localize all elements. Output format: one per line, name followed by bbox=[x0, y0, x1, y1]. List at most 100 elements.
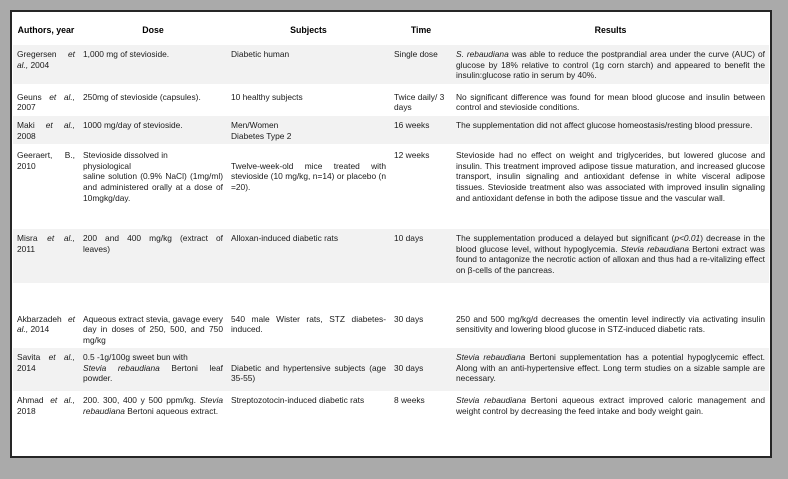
cell-time: Single dose bbox=[394, 49, 438, 59]
cell-subjects: 10 healthy subjects bbox=[227, 92, 390, 113]
cell-time: 10 days bbox=[394, 233, 424, 244]
text-run: Men/Women bbox=[231, 119, 279, 130]
cell-dose: 1,000 mg of stevioside. bbox=[79, 49, 227, 81]
cell-results: Stevia rebaudiana Bertoni supplementatio… bbox=[452, 352, 769, 384]
italic-text: S. rebaudiana bbox=[456, 49, 509, 59]
cell-dose: 0.5 -1g/100g sweet bun with Stevia rebaud… bbox=[79, 352, 227, 384]
text-run: Akbarzadeh bbox=[17, 313, 68, 324]
text-run: 2018 bbox=[17, 405, 36, 416]
text-run: Bertoni extract was found to antagonize … bbox=[456, 243, 765, 275]
cell-dose: 250mg of stevioside (capsules). bbox=[79, 92, 227, 113]
text-run: Aqueous extract stevia, gavage every day… bbox=[83, 313, 223, 345]
text-run: saline solution (0.9% NaCl) (1mg/ml) and… bbox=[83, 171, 223, 203]
table-row: Savita et al., 2014 0.5 -1g/100g sweet bu… bbox=[13, 348, 769, 392]
italic-text: et al., bbox=[50, 395, 75, 406]
cell-subjects: Men/Women Diabetes Type 2 bbox=[227, 120, 390, 141]
cell-subjects: Twelve-week-old mice treated with stevio… bbox=[227, 150, 390, 203]
text-run: 200. 300, 400 y 500 ppm/kg. bbox=[83, 395, 200, 406]
table-frame: Authors, year Dose Subjects Time Results… bbox=[10, 10, 772, 458]
text-run: Geeraert, B., 2010 bbox=[17, 150, 75, 171]
cell-subjects: Alloxan-induced diabetic rats bbox=[227, 233, 390, 275]
cell-authors-year: Maki et al., 2008 bbox=[13, 120, 79, 141]
text-run: 0.5 -1g/100g sweet bun with bbox=[83, 352, 188, 363]
table-row: Ahmad et al., 2018 200. 300, 400 y 500 pp… bbox=[13, 391, 769, 419]
column-header-authors-year: Authors, year bbox=[17, 25, 75, 35]
text-run: Misra bbox=[17, 233, 48, 244]
cell-results: No significant difference was found for … bbox=[452, 92, 769, 113]
cell-results: S. rebaudiana was able to reduce the pos… bbox=[452, 49, 769, 81]
italic-text: et al., bbox=[45, 119, 75, 130]
cell-subjects: Streptozotocin-induced diabetic rats bbox=[227, 395, 390, 416]
cell-results: Stevia rebaudiana Bertoni aqueous extrac… bbox=[452, 395, 769, 416]
cell-results: The supplementation produced a delayed b… bbox=[452, 233, 769, 275]
text-run: 2014 bbox=[28, 324, 50, 335]
text-run: Maki bbox=[17, 119, 46, 130]
cell-authors-year: Misra et al., 2011 bbox=[13, 233, 79, 275]
italic-text: et al., bbox=[17, 313, 75, 335]
italic-text: Stevia rebaudiana bbox=[456, 395, 526, 406]
italic-text: et al., bbox=[49, 91, 75, 102]
cell-authors-year: Geuns et al., 2007 bbox=[13, 92, 79, 113]
text-run: Stevioside had no effect on weight and t… bbox=[456, 150, 765, 203]
text-run: physiological bbox=[83, 160, 131, 171]
column-header-results: Results bbox=[594, 25, 627, 35]
text-run: Diabetic human bbox=[231, 49, 290, 59]
text-run: Bertoni leaf powder. bbox=[83, 362, 223, 384]
text-run: 2008 bbox=[17, 130, 36, 141]
cell-subjects: Diabetic human bbox=[227, 49, 390, 81]
cell-subjects: Diabetic and hypertensive subjects (age … bbox=[227, 352, 390, 384]
text-run: Alloxan-induced diabetic rats bbox=[231, 233, 339, 244]
cell-dose: 200. 300, 400 y 500 ppm/kg. Stevia rebau… bbox=[79, 395, 227, 416]
cell-time: 12 weeks bbox=[394, 150, 430, 161]
italic-text: et al., bbox=[48, 352, 75, 363]
text-run: No significant difference was found for … bbox=[456, 91, 765, 113]
table-row: Geuns et al., 2007 250mg of stevioside (c… bbox=[13, 88, 769, 116]
text-run: 540 male Wister rats, STZ diabetes-induc… bbox=[231, 313, 386, 335]
text-run: Streptozotocin-induced diabetic rats bbox=[231, 395, 365, 406]
cell-time: Twice daily/ 3 days bbox=[394, 91, 445, 113]
cell-subjects: 540 male Wister rats, STZ diabetes-induc… bbox=[227, 314, 390, 346]
text-run: Ahmad bbox=[17, 395, 51, 406]
text-run: The supplementation did not affect gluco… bbox=[456, 119, 753, 130]
italic-text: Stevia rebaudiana bbox=[83, 395, 223, 416]
text-run: Gregersen bbox=[17, 49, 68, 59]
text-run: Bertoni aqueous extract improved caloric… bbox=[456, 395, 765, 416]
table-row: Maki et al., 2008 1000 mg/day of steviosi… bbox=[13, 115, 769, 145]
text-run: 250 and 500 mg/kg/d decreases the omenti… bbox=[456, 313, 765, 335]
cell-time: 30 days bbox=[394, 313, 424, 324]
cell-authors-year: Gregersen et al., 2004 bbox=[13, 49, 79, 81]
text-run: 200 and 400 mg/kg (extract of leaves) bbox=[83, 233, 223, 254]
text-run: 2014 bbox=[17, 362, 36, 373]
text-run: 10 healthy subjects bbox=[231, 91, 303, 102]
cell-dose: Stevioside dissolved in physiological sali… bbox=[79, 150, 227, 203]
italic-text: Stevia rebaudiana bbox=[83, 362, 160, 373]
text-run: 250mg of stevioside (capsules). bbox=[83, 91, 201, 102]
text-run: was able to reduce the postprandial area… bbox=[456, 49, 766, 81]
cell-time: 8 weeks bbox=[394, 395, 425, 406]
text-run: 2007 bbox=[17, 102, 36, 113]
column-header-dose: Dose bbox=[142, 25, 164, 35]
italic-text: Stevia rebaudiana bbox=[620, 243, 690, 254]
column-header-subjects: Subjects bbox=[290, 25, 327, 35]
text-run: 2011 bbox=[17, 243, 36, 254]
cell-authors-year: Ahmad et al., 2018 bbox=[13, 395, 79, 416]
text-run: Twelve-week-old mice treated with stevio… bbox=[231, 160, 386, 192]
cell-results: 250 and 500 mg/kg/d decreases the omenti… bbox=[452, 314, 769, 346]
text-run: Diabetes Type 2 bbox=[231, 130, 292, 141]
column-header-time: Time bbox=[410, 25, 432, 35]
cell-results: Stevioside had no effect on weight and t… bbox=[452, 150, 769, 203]
text-run: Geuns bbox=[17, 91, 50, 102]
cell-authors-year: Savita et al., 2014 bbox=[13, 352, 79, 384]
cell-authors-year: Akbarzadeh et al., 2014 bbox=[13, 314, 79, 346]
table-row: Akbarzadeh et al., 2014 Aqueous extract s… bbox=[13, 310, 769, 349]
text-run: Savita bbox=[17, 352, 49, 363]
text-run: Stevioside dissolved in bbox=[83, 150, 168, 161]
cell-authors-year: Geeraert, B., 2010 bbox=[13, 150, 79, 203]
cell-dose: 200 and 400 mg/kg (extract of leaves) bbox=[79, 233, 227, 275]
table-header-row: Authors, year Dose Subjects Time Results bbox=[13, 12, 769, 45]
italic-text: Stevia rebaudiana bbox=[456, 352, 526, 363]
text-run: Diabetic and hypertensive subjects (age … bbox=[231, 362, 386, 384]
cell-time: 30 days bbox=[394, 362, 424, 373]
italic-text: et al., bbox=[17, 49, 75, 70]
cell-dose: Aqueous extract stevia, gavage every day… bbox=[79, 314, 227, 346]
